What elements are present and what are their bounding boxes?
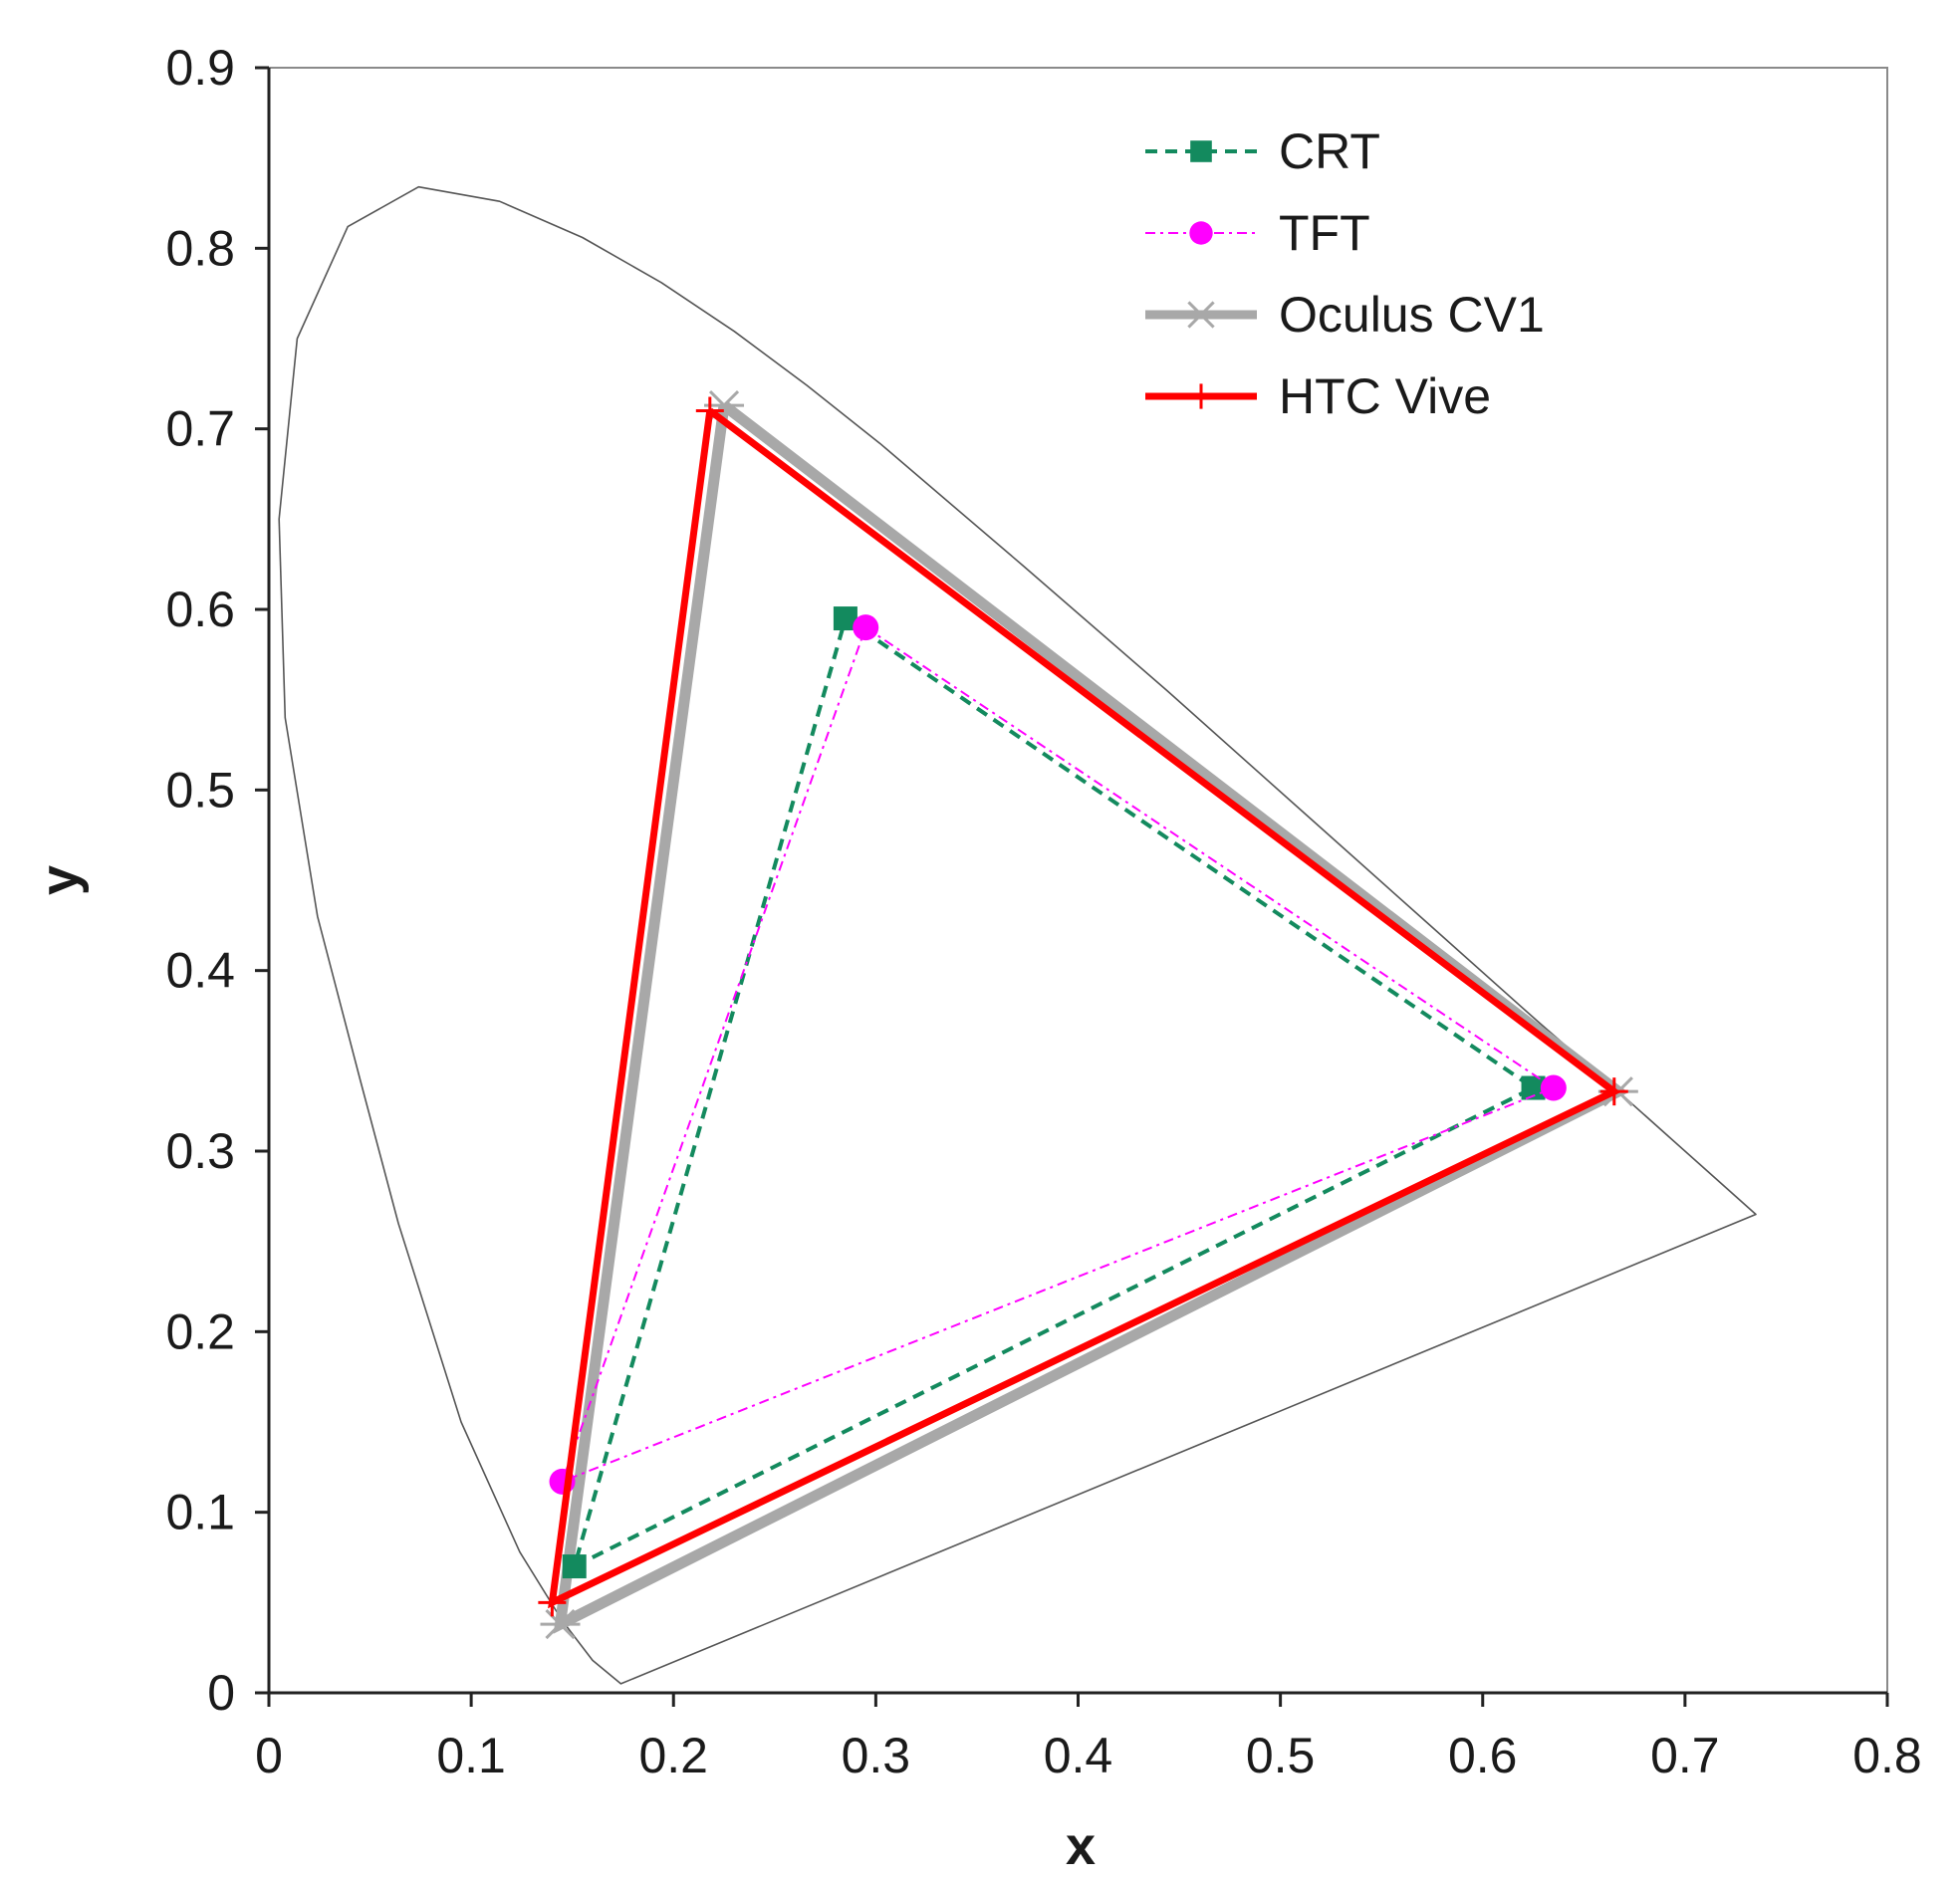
x-tick-label: 0.4 <box>1044 1728 1113 1783</box>
x-tick-label: 0.1 <box>436 1728 506 1783</box>
data-point-htc-vive <box>695 396 724 425</box>
y-tick-label: 0.4 <box>165 943 235 999</box>
legend-marker-oculus-cv1 <box>1183 301 1219 329</box>
x-tick-label: 0.3 <box>842 1728 911 1783</box>
series-line-tft <box>560 626 1556 1484</box>
y-tick-label: 0.3 <box>165 1123 235 1179</box>
y-tick-label: 0.6 <box>165 582 235 637</box>
x-tick-label: 0.5 <box>1246 1728 1316 1783</box>
x-tick-label: 0.6 <box>1448 1728 1518 1783</box>
series-line-oculus-cv1 <box>553 400 1629 1634</box>
legend-marker-crt <box>1190 140 1212 162</box>
legend-label-oculus-cv1: Oculus CV1 <box>1279 287 1545 343</box>
data-point-htc-vive <box>1599 1077 1628 1106</box>
legend-marker-tft <box>1189 221 1213 245</box>
series-line-htc-vive <box>548 407 1621 1609</box>
legend-label-tft: TFT <box>1279 205 1370 261</box>
y-tick-label: 0.5 <box>165 762 235 818</box>
legend-marker-htc-vive <box>1188 383 1214 409</box>
y-tick-label: 0.7 <box>165 401 235 457</box>
y-tick-label: 0.2 <box>165 1303 235 1359</box>
x-tick-label: 0.8 <box>1852 1728 1922 1783</box>
legend-label-crt: CRT <box>1279 123 1380 179</box>
data-point-tft <box>1540 1074 1567 1101</box>
y-tick-label: 0.9 <box>165 40 235 96</box>
x-tick-label: 0 <box>255 1728 283 1783</box>
x-tick-label: 0.2 <box>638 1728 708 1783</box>
legend: CRT TFT Oculus CV1 HTC Vive <box>1145 123 1545 424</box>
x-tick-label: 0.7 <box>1650 1728 1720 1783</box>
y-tick-label: 0 <box>207 1665 235 1721</box>
data-point-crt <box>562 1554 587 1579</box>
legend-label-htc-vive: HTC Vive <box>1279 368 1491 424</box>
axes-group: 0 0.1 0.2 0.3 0.4 0.5 0.6 0.7 0.8 0 0.1 0.2 0.3 0.4 0.… <box>165 40 1921 1783</box>
data-point-htc-vive <box>538 1588 567 1617</box>
x-axis-title: x <box>1066 1816 1096 1876</box>
data-point-tft <box>853 614 879 641</box>
y-axis-title: y <box>30 865 90 895</box>
y-tick-label: 0.1 <box>165 1485 235 1540</box>
y-tick-label: 0.8 <box>165 220 235 276</box>
series-line-crt <box>571 616 1538 1570</box>
series-group <box>538 390 1638 1640</box>
